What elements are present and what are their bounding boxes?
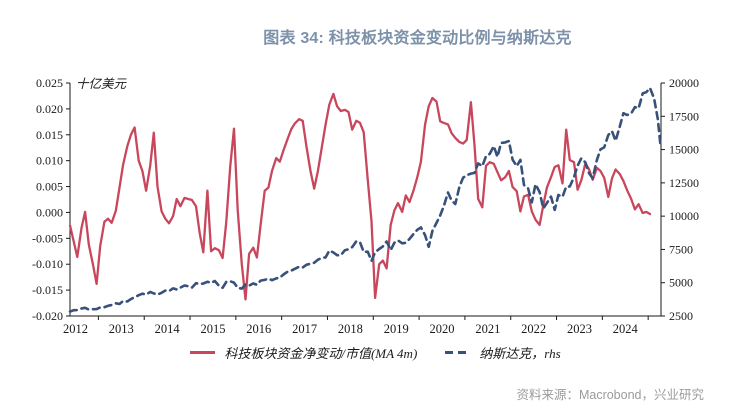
- right-axis-tick-label: 7500: [669, 242, 693, 256]
- left-axis-tick-label: 0.025: [36, 76, 63, 90]
- right-axis-tick-label: 17500: [669, 109, 699, 123]
- x-axis-year-label: 2016: [246, 322, 271, 336]
- left-axis-tick-label: -0.005: [32, 231, 63, 245]
- legend: 科技板块资金净变动/市值(MA 4m) 纳斯达克，rhs: [0, 343, 729, 362]
- x-axis-year-label: 2017: [292, 322, 317, 336]
- x-axis-year-label: 2023: [567, 322, 592, 336]
- x-axis-year-label: 2020: [430, 322, 455, 336]
- right-axis-tick-label: 10000: [669, 209, 699, 223]
- x-axis-year-label: 2022: [521, 322, 546, 336]
- flow-ratio-line: [68, 92, 652, 301]
- flow-series-line-sample: [190, 351, 216, 354]
- right-axis-tick-label: 15000: [669, 143, 699, 157]
- flow-series-legend-label: 科技板块资金净变动/市值(MA 4m): [224, 346, 418, 361]
- nasdaq-series-legend-label: 纳斯达克，rhs: [479, 346, 561, 361]
- chart-title: 图表 34: 科技板块资金变动比例与纳斯达克: [263, 30, 572, 47]
- right-axis-tick-label: 2500: [669, 309, 693, 323]
- x-axis-year-label: 2019: [384, 322, 409, 336]
- x-axis-year-label: 2021: [475, 322, 500, 336]
- left-axis-tick-label: 0.020: [36, 102, 63, 116]
- nasdaq-series-dashed-line-sample: [445, 351, 471, 354]
- plot-area: 0.025 0.020 0.015 0.010 0.005 0.000 -0.005 -0.0…: [32, 76, 699, 336]
- left-axis-tick-label: -0.020: [32, 309, 63, 323]
- x-axis-year-label: 2012: [63, 322, 88, 336]
- left-axis-tick-label: 0.000: [36, 205, 63, 219]
- right-axis-tick-label: 20000: [669, 76, 699, 90]
- x-axis-year-label: 2024: [613, 322, 639, 336]
- right-axis-tick-label: 12500: [669, 176, 699, 190]
- left-axis-tick-label: -0.010: [32, 257, 63, 271]
- left-axis-tick-label: -0.015: [32, 283, 63, 297]
- left-axis-unit-label: 十亿美元: [76, 77, 128, 91]
- x-axis-year-label: 2014: [155, 322, 181, 336]
- left-axis-tick-label: 0.010: [36, 154, 63, 168]
- x-axis-year-label: 2013: [109, 322, 134, 336]
- source-note: 资料来源：Macrobond，兴业研究: [516, 388, 704, 402]
- left-axis-tick-label: 0.005: [36, 180, 63, 194]
- x-axis-year-label: 2018: [338, 322, 363, 336]
- x-axis-year-label: 2015: [200, 322, 225, 336]
- left-axis-tick-label: 0.015: [36, 128, 63, 142]
- right-axis-tick-label: 5000: [669, 276, 693, 290]
- nasdaq-dashed-line: [68, 86, 662, 313]
